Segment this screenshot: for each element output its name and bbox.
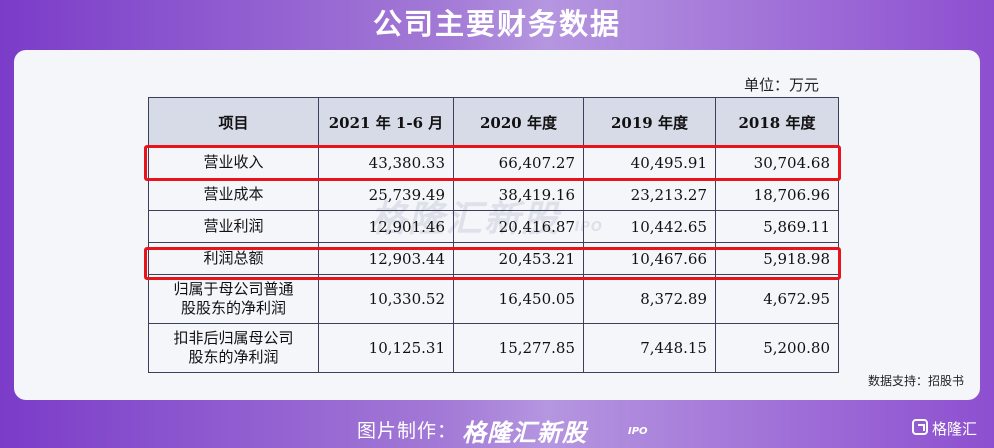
cell-value: 25,739.49 bbox=[318, 178, 454, 211]
table-row-operating-profit: 营业利润 12,901.46 20,416.87 10,442.65 5,869… bbox=[148, 210, 839, 243]
cell-value: 10,125.31 bbox=[318, 323, 454, 373]
row-label: 扣非后归属母公司 股东的净利润 bbox=[148, 323, 319, 373]
row-label-line: 股股东的净利润 bbox=[180, 299, 286, 317]
footer-brand-tag: IPO bbox=[628, 426, 648, 437]
cell-value: 10,330.52 bbox=[318, 274, 454, 324]
cell-value: 20,416.87 bbox=[453, 210, 584, 243]
page-title: 公司主要财务数据 bbox=[372, 7, 621, 41]
cell-value: 12,901.46 bbox=[318, 210, 454, 243]
cell-value: 7,448.15 bbox=[583, 323, 716, 373]
cell-value: 10,442.65 bbox=[583, 210, 716, 243]
row-label: 营业成本 bbox=[148, 178, 319, 211]
header-2018: 2018 年度 bbox=[715, 97, 839, 147]
table-row-net-profit-parent: 归属于母公司普通 股股东的净利润 10,330.52 16,450.05 8,3… bbox=[148, 274, 839, 324]
footer-logo-text: 格隆汇 bbox=[932, 420, 978, 438]
header-2021h1: 2021 年 1-6 月 bbox=[318, 97, 454, 147]
cell-value: 5,200.80 bbox=[715, 323, 839, 373]
row-label: 营业利润 bbox=[148, 210, 319, 243]
row-label-line: 归属于母公司普通 bbox=[173, 280, 294, 298]
cell-value: 18,706.96 bbox=[715, 178, 839, 211]
row-label-line: 股东的净利润 bbox=[188, 348, 279, 366]
row-label-line: 扣非后归属母公司 bbox=[173, 329, 294, 347]
footer: 图片制作： 格隆汇新股 IPO 格隆汇 bbox=[0, 410, 994, 447]
highlight-box-revenue bbox=[144, 145, 841, 181]
header-2019: 2019 年度 bbox=[583, 97, 716, 147]
cell-value: 5,869.11 bbox=[715, 210, 839, 243]
cell-value: 23,213.27 bbox=[583, 178, 716, 211]
cell-value: 16,450.05 bbox=[453, 274, 584, 324]
unit-label: 单位：万元 bbox=[744, 76, 820, 94]
financial-table: 项目 2021 年 1-6 月 2020 年度 2019 年度 2018 年度 … bbox=[148, 97, 839, 373]
table-header-row: 项目 2021 年 1-6 月 2020 年度 2019 年度 2018 年度 bbox=[148, 97, 839, 147]
cell-value: 4,672.95 bbox=[715, 274, 839, 324]
cell-value: 15,277.85 bbox=[453, 323, 584, 373]
row-label: 归属于母公司普通 股股东的净利润 bbox=[148, 274, 319, 324]
cell-value: 8,372.89 bbox=[583, 274, 716, 324]
footer-brand: 格隆汇新股 bbox=[462, 419, 587, 447]
cell-value: 66,407.27 bbox=[453, 146, 584, 179]
footer-made-by: 图片制作： bbox=[357, 420, 458, 442]
gelonghui-logo-icon bbox=[912, 419, 928, 435]
row-label: 营业收入 bbox=[148, 146, 319, 179]
highlight-box-total-profit bbox=[144, 247, 841, 280]
header-item: 项目 bbox=[148, 97, 319, 147]
header-2020: 2020 年度 bbox=[453, 97, 584, 147]
table-row-net-profit-deducted: 扣非后归属母公司 股东的净利润 10,125.31 15,277.85 7,44… bbox=[148, 323, 839, 373]
source-note: 数据支持：招股书 bbox=[867, 374, 964, 388]
table-row-cost: 营业成本 25,739.49 38,419.16 23,213.27 18,70… bbox=[148, 178, 839, 211]
cell-value: 38,419.16 bbox=[453, 178, 584, 211]
